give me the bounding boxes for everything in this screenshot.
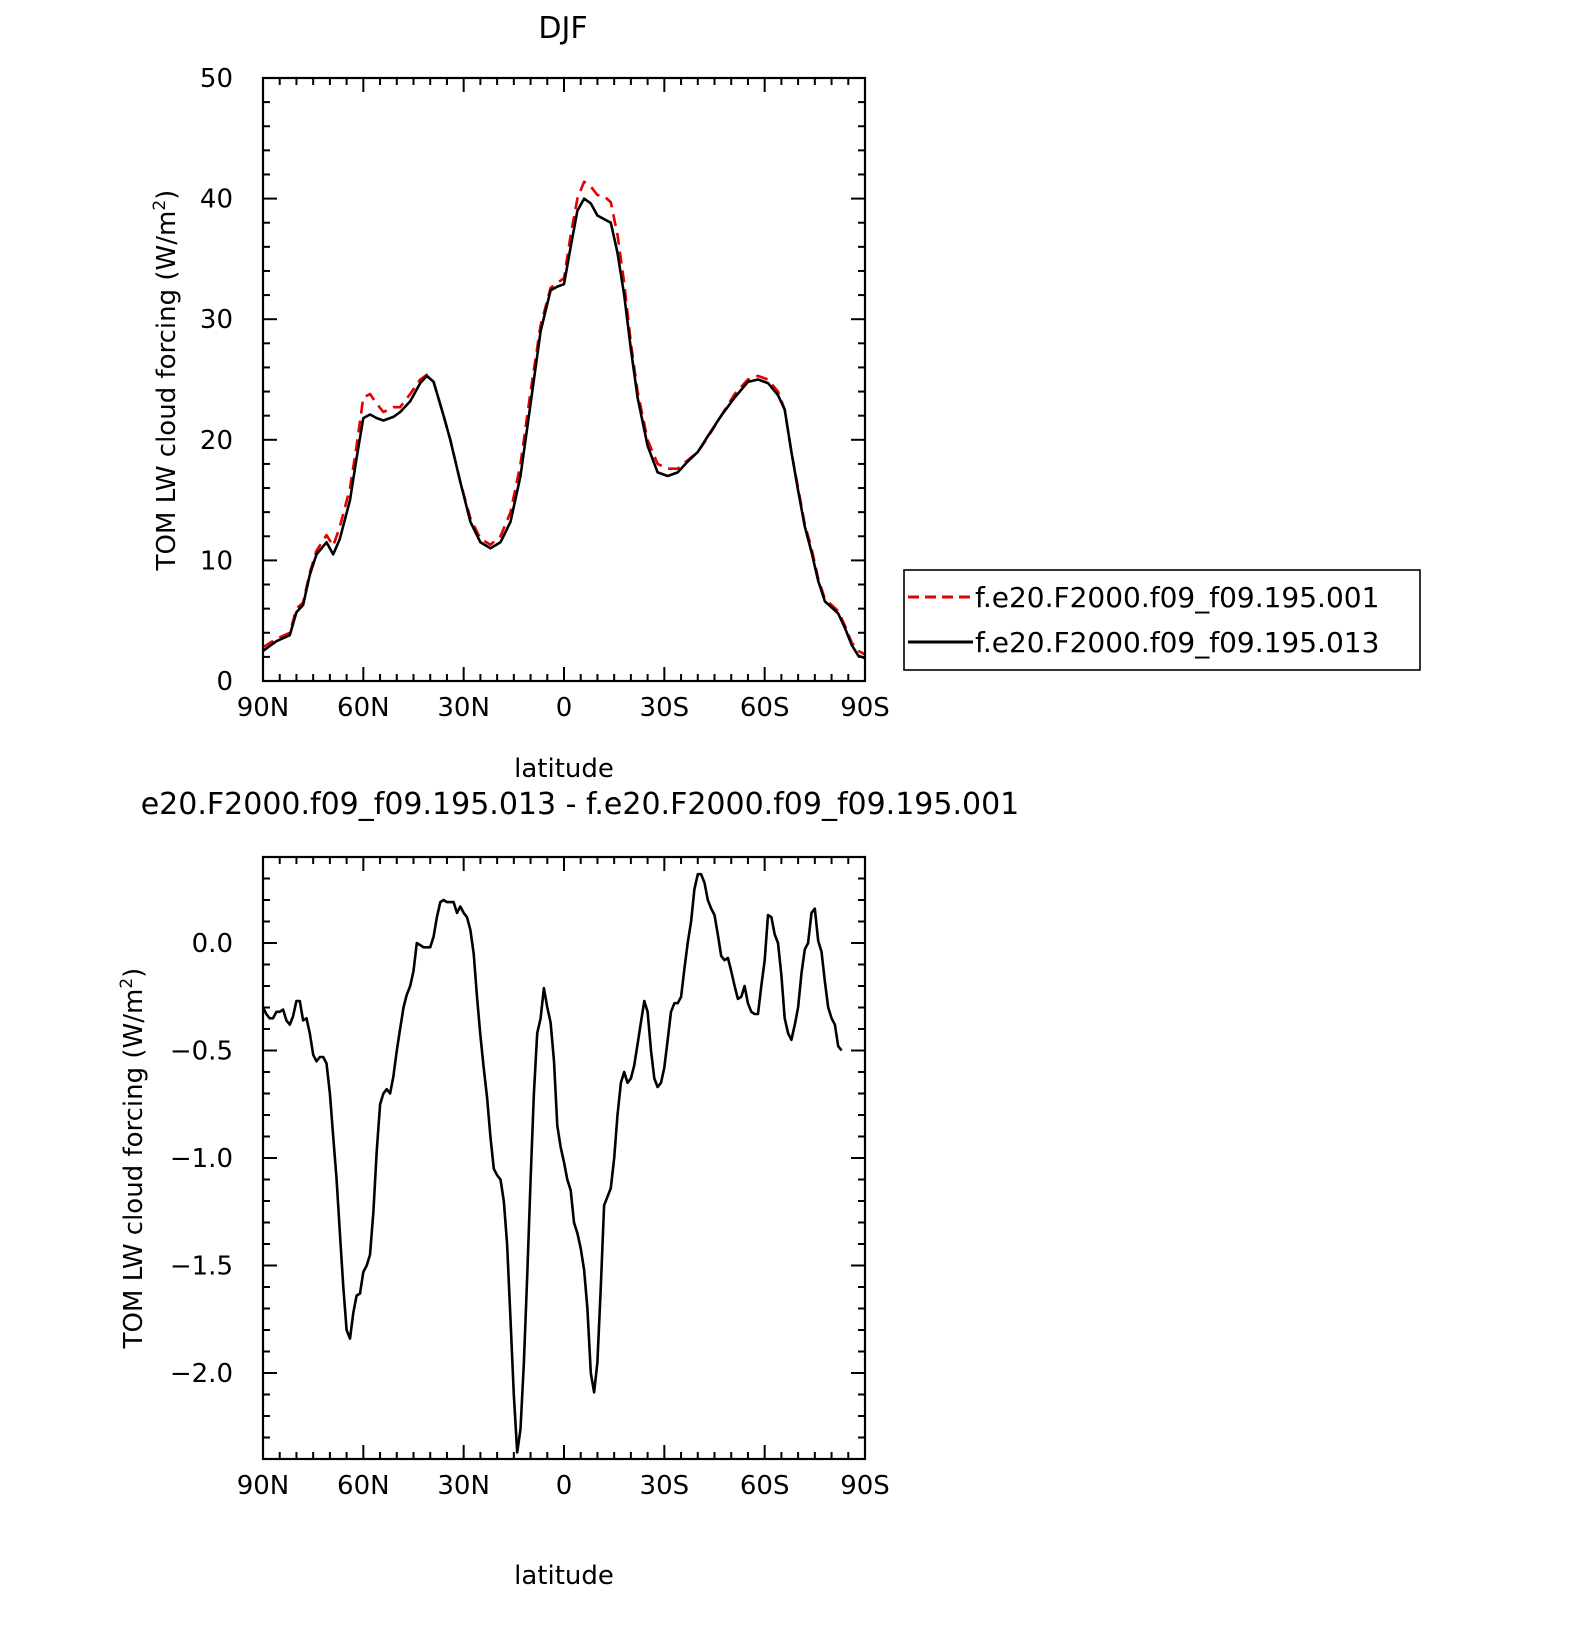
x-tick-label: 60N <box>337 1471 390 1501</box>
legend-label-001: f.e20.F2000.f09_f09.195.001 <box>975 581 1379 614</box>
top-series-line-0 <box>262 180 866 656</box>
top-tick-labels: 90N 60N 30N 0 30S 60S 90S 0 10 20 30 40 50 <box>200 64 890 723</box>
y-tick-label: 0.0 <box>192 929 233 959</box>
top-series-lines <box>262 180 866 660</box>
y-tick-label: 50 <box>200 64 233 94</box>
bottom-chart-title: e20.F2000.f09_f09.195.013 - f.e20.F2000.… <box>141 787 1020 822</box>
x-tick-label: 30N <box>437 1471 490 1501</box>
bottom-tick-labels: 90N 60N 30N 0 30S 60S 90S 0.0 −0.5 −1.0 −1.5 −2.0 <box>170 929 890 1501</box>
bottom-series-lines <box>261 872 843 1454</box>
y-tick-label: −1.0 <box>170 1144 233 1174</box>
x-tick-label: 90N <box>237 693 290 723</box>
bottom-panel: e20.F2000.f09_f09.195.013 - f.e20.F2000.… <box>117 787 1019 1591</box>
x-tick-label: 30S <box>640 693 690 723</box>
y-tick-label: −0.5 <box>170 1037 233 1067</box>
legend-box <box>903 569 1421 671</box>
x-tick-label: 60S <box>740 693 790 723</box>
y-tick-label: −1.5 <box>170 1252 233 1282</box>
bottom-x-axis-label: latitude <box>514 1561 614 1591</box>
top-panel: DJF 90N 60N 30N 0 30S 60S 90S 0 10 20 30 40 50 latit… <box>150 11 1421 784</box>
top-plot-frame <box>261 76 867 683</box>
y-tick-label: 30 <box>200 305 233 335</box>
x-tick-label: 90S <box>840 1471 890 1501</box>
x-tick-label: 90S <box>840 693 890 723</box>
bottom-plot-frame <box>261 855 867 1461</box>
y-tick-label: 10 <box>200 546 233 576</box>
x-tick-label: 60N <box>337 693 390 723</box>
bottom-series-line-0 <box>261 872 843 1454</box>
bottom-y-axis-label: TOM LW cloud forcing (W/m2) <box>117 968 149 1350</box>
y-tick-label: 0 <box>216 667 233 697</box>
top-x-axis-label: latitude <box>514 754 614 784</box>
top-y-axis-label: TOM LW cloud forcing (W/m2) <box>150 190 182 572</box>
legend: f.e20.F2000.f09_f09.195.001 f.e20.F2000.… <box>903 569 1421 671</box>
y-tick-label: 40 <box>200 185 233 215</box>
bottom-axis-ticks <box>262 856 866 1460</box>
top-axis-ticks <box>262 77 866 682</box>
x-tick-label: 30S <box>640 1471 690 1501</box>
x-tick-label: 30N <box>437 693 490 723</box>
y-tick-label: 20 <box>200 426 233 456</box>
legend-label-013: f.e20.F2000.f09_f09.195.013 <box>975 626 1379 659</box>
x-tick-label: 60S <box>740 1471 790 1501</box>
x-tick-label: 90N <box>237 1471 290 1501</box>
top-chart-title: DJF <box>538 11 587 46</box>
x-tick-label: 0 <box>556 1471 573 1501</box>
y-tick-label: −2.0 <box>170 1359 233 1389</box>
top-series-line-1 <box>262 197 866 660</box>
x-tick-label: 0 <box>556 693 573 723</box>
